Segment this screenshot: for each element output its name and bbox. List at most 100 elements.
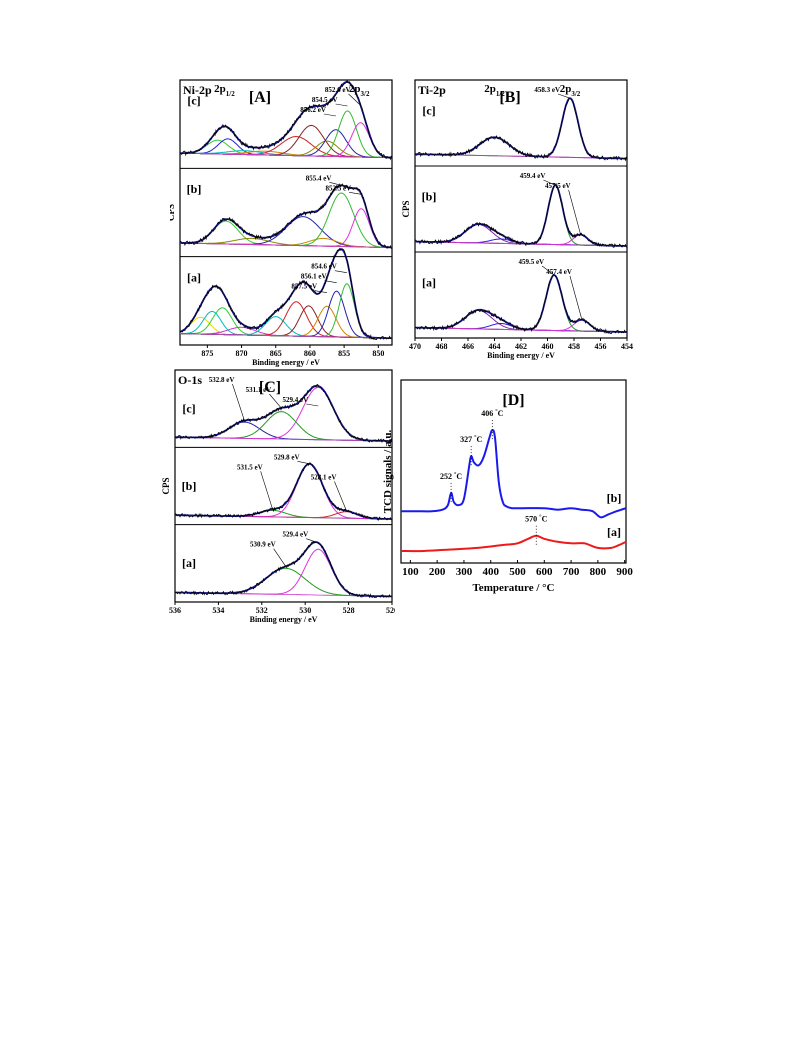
annotation-leader: [335, 103, 348, 107]
fit-component: [180, 192, 392, 248]
peak-annotation: 457.5 eV: [545, 182, 571, 190]
fit-envelope: [174, 385, 392, 442]
background-line: [180, 152, 392, 159]
x-axis-label: Binding energy / eV: [252, 358, 320, 367]
y-axis-label: TCD signals / a.u.: [382, 430, 394, 514]
annotation-leader: [348, 93, 361, 106]
trace-label: [b]: [182, 479, 197, 493]
x-tick-label: 875: [201, 349, 213, 358]
annotation-leader: [568, 189, 581, 235]
x-tick-label: 400: [482, 566, 499, 578]
x-axis-label: Binding energy / eV: [250, 615, 318, 624]
x-tick-label: 460: [542, 342, 554, 351]
plot-frame: [179, 79, 393, 346]
annotation-leader: [306, 403, 319, 407]
x-tick-label: 536: [169, 606, 181, 615]
peak-annotation: 856.2 eV: [300, 106, 326, 114]
fit-envelope: [415, 184, 627, 247]
fit-envelope: [175, 463, 393, 520]
raw-spectrum: [179, 79, 393, 161]
y-axis-label: CPS: [161, 477, 171, 494]
peak-annotation: 528.1 eV: [311, 473, 337, 481]
raw-spectrum: [174, 462, 393, 521]
fit-component: [415, 97, 628, 160]
annotation-leader: [543, 179, 556, 186]
core-level-label: O-1s: [178, 373, 202, 387]
raw-spectrum: [174, 541, 393, 599]
x-tick-label: 468: [436, 342, 448, 351]
annotation-leader: [329, 182, 342, 186]
peak-annotation: 857.5 eV: [291, 283, 317, 291]
x-tick-label: 470: [409, 342, 421, 351]
peak-label: 570 °C: [525, 514, 547, 524]
peak-annotation: 854.5 eV: [312, 96, 338, 104]
panel-label: [B]: [499, 89, 520, 106]
x-tick-label: 850: [372, 349, 384, 358]
x-axis-label: Temperature / °C: [472, 582, 554, 594]
fit-component: [175, 548, 392, 597]
plot-frame: [414, 79, 628, 339]
annotation-leader: [334, 481, 347, 511]
plot-frame: [174, 369, 393, 603]
x-tick-label: 865: [270, 349, 282, 358]
peak-annotation: 459.4 eV: [520, 172, 546, 180]
peak-annotation: 531.5 eV: [237, 463, 263, 471]
background-line: [180, 242, 393, 248]
x-tick-label: 528: [343, 606, 355, 615]
peak-annotation: 856.1 eV: [301, 273, 327, 281]
x-tick-label: 534: [212, 606, 224, 615]
x-tick-label: 530: [299, 606, 311, 615]
peak-annotation: 530.9 eV: [250, 541, 276, 549]
annotation-leader: [273, 548, 286, 567]
y-axis-label: CPS: [401, 200, 411, 217]
fit-component: [175, 463, 393, 520]
x-tick-label: 526: [386, 606, 395, 615]
x-tick-label: 456: [595, 342, 607, 351]
peak-annotation: 529.4 eV: [283, 396, 309, 404]
annotation-leader: [557, 93, 571, 99]
x-tick-label: 454: [621, 342, 633, 351]
x-tick-label: 870: [236, 349, 248, 358]
raw-spectrum: [179, 183, 393, 250]
x-tick-label: 464: [489, 342, 501, 351]
raw-spectrum: [174, 383, 393, 444]
core-level-label: Ni-2p: [183, 83, 212, 97]
x-tick-label: 458: [568, 342, 580, 351]
tcd-series-line: [400, 534, 627, 553]
annotation-leader: [324, 280, 337, 283]
x-tick-label: 860: [304, 349, 316, 358]
spin-orbit-label: 2p3/2: [560, 83, 581, 98]
x-tick-label: 466: [462, 342, 474, 351]
tpr-tcd-chart: [b] [a] 252 °C 327 °C 406 °C 570 °C 100 200 300 4…: [382, 379, 633, 594]
series-label: [a]: [607, 525, 621, 539]
trace-label: [a]: [182, 556, 196, 570]
plot-frame: [400, 379, 627, 564]
annotation-leader: [232, 383, 245, 421]
panel-label: [C]: [259, 379, 281, 396]
fit-envelope: [180, 184, 392, 249]
trace-label: [c]: [182, 402, 195, 416]
annotation-leader: [323, 113, 336, 117]
trace-label: [a]: [187, 270, 201, 284]
x-tick-label: 500: [509, 566, 526, 578]
o-1s-xps-chart: [c] 532.8 eV 531.1 eV 529.4 eV [b] 529.8 eV 53…: [161, 369, 395, 624]
annotation-leader: [334, 270, 347, 273]
panel-label: [D]: [502, 392, 524, 409]
x-tick-label: 300: [456, 566, 473, 578]
peak-annotation: 852.5 eV: [326, 184, 352, 192]
peak-annotation: 855.4 eV: [306, 174, 332, 182]
raw-spectrum: [179, 247, 393, 341]
raw-spectrum: [414, 182, 628, 248]
series-label: [b]: [607, 491, 622, 505]
fit-component: [415, 319, 627, 333]
peak-annotation: 529.4 eV: [283, 531, 309, 539]
raw-spectrum: [414, 274, 628, 335]
peak-annotation: 529.8 eV: [274, 453, 300, 461]
panel-label: [A]: [249, 89, 271, 106]
background-line: [180, 333, 392, 339]
x-tick-label: 800: [590, 566, 607, 578]
core-level-label: Ti-2p: [418, 83, 446, 97]
x-tick-label: 100: [402, 566, 419, 578]
peak-annotation: 532.8 eV: [209, 376, 235, 384]
peak-label: 327 °C: [460, 434, 482, 444]
